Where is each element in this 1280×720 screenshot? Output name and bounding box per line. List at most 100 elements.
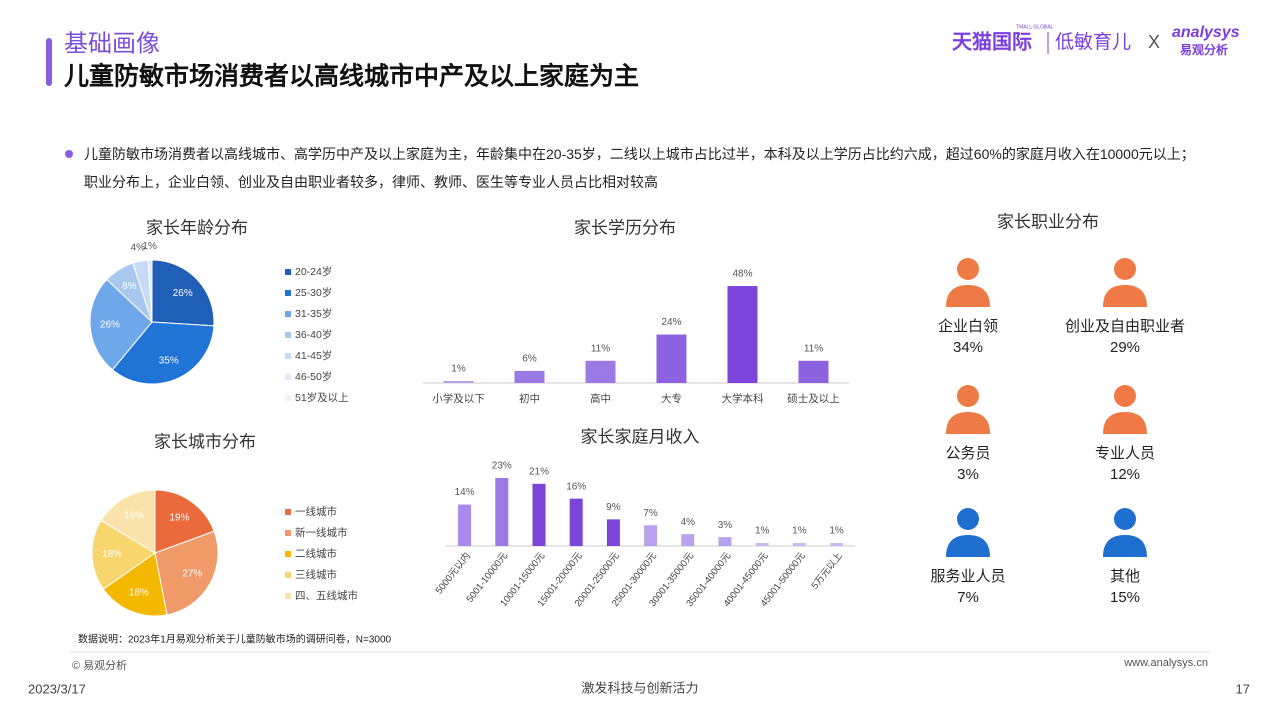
x-tick-label: 高中 bbox=[590, 392, 611, 405]
bar bbox=[585, 360, 616, 383]
occupation-value: 3% bbox=[957, 466, 979, 483]
bar bbox=[458, 504, 472, 546]
icon-body bbox=[946, 535, 990, 557]
occupation-value: 29% bbox=[1110, 339, 1140, 356]
legend-swatch bbox=[285, 551, 291, 557]
legend-label: 31-35岁 bbox=[295, 307, 332, 320]
legend-label: 46-50岁 bbox=[295, 370, 332, 383]
icon bbox=[1103, 258, 1147, 307]
bar bbox=[718, 537, 732, 546]
data-label: 1% bbox=[451, 364, 466, 375]
legend-swatch bbox=[285, 395, 291, 401]
legend-label: 25-30岁 bbox=[295, 286, 332, 299]
legend-swatch bbox=[285, 374, 291, 380]
data-label: 16% bbox=[566, 481, 586, 492]
logo-cross: X bbox=[1148, 32, 1160, 52]
data-label: 7% bbox=[643, 508, 658, 519]
legend-label: 51岁及以上 bbox=[295, 391, 349, 404]
occupation-value: 7% bbox=[957, 589, 979, 606]
logo-analysys: analysys bbox=[1172, 24, 1240, 41]
slogan: 激发科技与创新活力 bbox=[581, 680, 698, 695]
data-label: 1% bbox=[142, 241, 157, 252]
data-label: 18% bbox=[129, 587, 149, 598]
data-label: 23% bbox=[492, 461, 512, 472]
logo-partner: 低敏育儿 bbox=[1055, 31, 1131, 53]
legend-swatch bbox=[285, 290, 291, 296]
copyright: © 易观分析 bbox=[72, 658, 127, 672]
bar bbox=[727, 286, 758, 383]
icon-body bbox=[946, 285, 990, 307]
site: www.analysys.cn bbox=[1123, 657, 1208, 669]
data-label: 11% bbox=[804, 343, 823, 354]
icon-head bbox=[1114, 385, 1136, 407]
bar bbox=[830, 543, 844, 546]
data-label: 21% bbox=[529, 466, 549, 477]
legend-label: 二线城市 bbox=[295, 547, 337, 560]
data-label: 1% bbox=[829, 526, 844, 537]
data-label: 26% bbox=[173, 288, 193, 299]
occupation-name: 其他 bbox=[1110, 568, 1140, 585]
data-label: 9% bbox=[606, 502, 621, 513]
data-label: 16% bbox=[124, 510, 144, 521]
legend-label: 41-45岁 bbox=[295, 349, 332, 362]
legend-label: 三线城市 bbox=[295, 568, 337, 581]
icon-head bbox=[957, 508, 979, 530]
pie-slice bbox=[102, 552, 168, 617]
logo-brand-sub: TMALL GLOBAL bbox=[1016, 24, 1054, 30]
x-tick-label: 初中 bbox=[519, 392, 540, 405]
legend-swatch bbox=[285, 353, 291, 359]
chart-title: 家长年龄分布 bbox=[146, 218, 248, 237]
occupation-value: 34% bbox=[953, 339, 983, 356]
occupation-name: 公务员 bbox=[945, 445, 990, 462]
summary: 儿童防敏市场消费者以高线城市、高学历中产及以上家庭为主，年龄集中在20-35岁，… bbox=[84, 146, 1195, 190]
chart-title: 家长家庭月收入 bbox=[581, 427, 700, 446]
data-label: 4% bbox=[681, 517, 696, 528]
bar bbox=[798, 360, 829, 383]
data-label: 14% bbox=[455, 487, 475, 498]
icon bbox=[946, 385, 990, 434]
icon-body bbox=[1103, 535, 1147, 557]
data-label: 24% bbox=[661, 317, 681, 328]
occupation-name: 企业白领 bbox=[938, 317, 998, 335]
legend-swatch bbox=[285, 572, 291, 578]
icon bbox=[946, 258, 990, 307]
occupation-name: 服务业人员 bbox=[930, 568, 1005, 585]
x-tick-label: 大学本科 bbox=[722, 392, 764, 405]
data-label: 1% bbox=[755, 526, 770, 537]
logo-brand: 天猫国际 bbox=[952, 30, 1032, 53]
x-tick-label: 小学及以下 bbox=[432, 392, 485, 405]
icon bbox=[1103, 508, 1147, 557]
data-label: 19% bbox=[170, 513, 190, 524]
pie-slice bbox=[154, 530, 219, 616]
occupation-value: 15% bbox=[1110, 589, 1140, 606]
data-label: 3% bbox=[718, 520, 733, 531]
legend-label: 一线城市 bbox=[295, 505, 337, 518]
bar bbox=[755, 543, 769, 546]
data-label: 1% bbox=[792, 526, 807, 537]
pie-slice bbox=[89, 278, 153, 371]
occupation-name: 创业及自由职业者 bbox=[1065, 318, 1185, 335]
icon-head bbox=[1114, 508, 1136, 530]
x-tick-label: 大专 bbox=[661, 392, 682, 405]
bar bbox=[569, 498, 583, 546]
section-title: 基础画像 bbox=[64, 30, 160, 57]
data-label: 6% bbox=[522, 354, 537, 365]
icon-body bbox=[1103, 285, 1147, 307]
pie-slice bbox=[151, 259, 215, 327]
pie-slice bbox=[154, 489, 215, 554]
legend-swatch bbox=[285, 332, 291, 338]
icon-head bbox=[1114, 258, 1136, 280]
legend-swatch bbox=[285, 269, 291, 275]
legend-swatch bbox=[285, 530, 291, 536]
x-tick-label: 5万元以上 bbox=[810, 550, 846, 591]
date: 2023/3/17 bbox=[28, 681, 86, 696]
bar bbox=[644, 525, 658, 546]
bar bbox=[443, 380, 474, 383]
icon-head bbox=[957, 385, 979, 407]
bar bbox=[532, 483, 546, 546]
chart-title: 家长学历分布 bbox=[574, 218, 676, 237]
bar bbox=[495, 477, 509, 546]
pie-slice bbox=[91, 519, 156, 590]
